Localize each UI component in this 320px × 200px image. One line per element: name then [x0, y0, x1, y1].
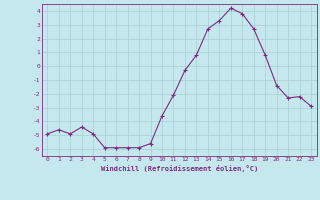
X-axis label: Windchill (Refroidissement éolien,°C): Windchill (Refroidissement éolien,°C)	[100, 165, 258, 172]
